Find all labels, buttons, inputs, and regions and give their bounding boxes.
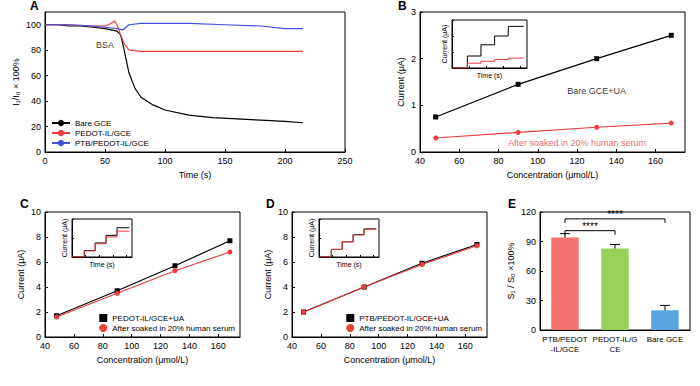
svg-text:0: 0 xyxy=(36,332,41,342)
svg-text:120: 120 xyxy=(153,341,168,351)
svg-text:120: 120 xyxy=(570,156,585,166)
svg-text:PTB/PEDOT: PTB/PEDOT xyxy=(542,335,587,344)
svg-text:-IL/GCE: -IL/GCE xyxy=(551,345,580,354)
svg-text:Time (s): Time (s) xyxy=(336,261,361,269)
svg-text:Current (μA): Current (μA) xyxy=(396,57,406,107)
svg-text:1: 1 xyxy=(411,100,416,110)
svg-text:****: **** xyxy=(607,209,623,220)
svg-text:0: 0 xyxy=(531,325,536,335)
svg-text:0: 0 xyxy=(411,147,416,157)
svg-text:Current (μA): Current (μA) xyxy=(61,219,69,258)
svg-text:100: 100 xyxy=(26,20,41,30)
svg-text:Bare GCE: Bare GCE xyxy=(647,335,683,344)
svg-text:40: 40 xyxy=(287,341,297,351)
svg-text:2: 2 xyxy=(283,307,288,317)
svg-text:Current (μA): Current (μA) xyxy=(308,219,316,258)
svg-text:40: 40 xyxy=(31,96,41,106)
svg-text:100: 100 xyxy=(124,341,139,351)
svg-text:80: 80 xyxy=(345,341,355,351)
svg-text:100: 100 xyxy=(157,156,172,166)
svg-text:4: 4 xyxy=(36,282,41,292)
svg-text:Concentration (μmol/L): Concentration (μmol/L) xyxy=(97,355,189,365)
svg-text:140: 140 xyxy=(609,156,624,166)
svg-text:PEDOT-IL/GCE: PEDOT-IL/GCE xyxy=(75,129,131,138)
svg-text:Bare GCE+UA: Bare GCE+UA xyxy=(567,86,626,96)
svg-text:80: 80 xyxy=(494,156,504,166)
svg-text:After soaked in 20% human seru: After soaked in 20% human serum xyxy=(112,324,235,333)
svg-text:120: 120 xyxy=(521,207,536,217)
svg-text:D: D xyxy=(266,197,275,211)
svg-text:3: 3 xyxy=(411,7,416,17)
svg-text:Current (μA): Current (μA) xyxy=(441,25,449,64)
svg-text:Concentration (μmol/L): Concentration (μmol/L) xyxy=(507,170,599,180)
svg-text:30: 30 xyxy=(526,296,536,306)
svg-text:C: C xyxy=(20,197,29,211)
svg-text:PEDOT-IL/GCE+UA: PEDOT-IL/GCE+UA xyxy=(112,314,184,323)
svg-text:A: A xyxy=(30,0,39,13)
svg-text:Current (μA): Current (μA) xyxy=(16,250,26,300)
svg-text:200: 200 xyxy=(277,156,292,166)
svg-text:160: 160 xyxy=(648,156,663,166)
svg-text:100: 100 xyxy=(530,156,545,166)
svg-text:140: 140 xyxy=(182,341,197,351)
svg-text:250: 250 xyxy=(337,156,352,166)
svg-text:140: 140 xyxy=(429,341,444,351)
svg-text:60: 60 xyxy=(69,341,79,351)
svg-text:PTB/PEDOT-IL/GCE+UA: PTB/PEDOT-IL/GCE+UA xyxy=(359,314,449,323)
svg-text:150: 150 xyxy=(217,156,232,166)
svg-text:80: 80 xyxy=(98,341,108,351)
svg-text:E: E xyxy=(508,197,516,211)
svg-text:Concentration (μmol/L): Concentration (μmol/L) xyxy=(344,355,436,365)
svg-text:Bare GCE: Bare GCE xyxy=(75,119,111,128)
svg-text:100: 100 xyxy=(371,341,386,351)
svg-text:Time (s): Time (s) xyxy=(89,261,114,269)
svg-text:After soaked in 20% human seru: After soaked in 20% human serum xyxy=(508,138,646,148)
svg-text:I₁/I₀ × 100%: I₁/I₀ × 100% xyxy=(11,58,21,106)
svg-text:80: 80 xyxy=(31,45,41,55)
svg-text:90: 90 xyxy=(526,237,536,247)
svg-text:20: 20 xyxy=(31,122,41,132)
svg-text:0: 0 xyxy=(36,147,41,157)
svg-text:BSA: BSA xyxy=(96,40,114,50)
svg-text:B: B xyxy=(398,0,407,13)
svg-text:60: 60 xyxy=(526,266,536,276)
svg-text:Current (μA): Current (μA) xyxy=(263,250,273,300)
svg-text:4: 4 xyxy=(283,282,288,292)
svg-text:120: 120 xyxy=(400,341,415,351)
svg-text:0: 0 xyxy=(42,156,47,166)
svg-text:2: 2 xyxy=(411,54,416,64)
svg-text:****: **** xyxy=(582,221,598,232)
svg-text:60: 60 xyxy=(454,156,464,166)
svg-text:PTB/PEDOT-IL/GCE: PTB/PEDOT-IL/GCE xyxy=(75,139,149,148)
svg-text:CE: CE xyxy=(609,345,620,354)
svg-text:8: 8 xyxy=(283,232,288,242)
svg-text:160: 160 xyxy=(458,341,473,351)
svg-text:Time (s): Time (s) xyxy=(179,170,212,180)
svg-text:60: 60 xyxy=(31,71,41,81)
svg-text:After soaked in 20% human seru: After soaked in 20% human serum xyxy=(359,324,482,333)
svg-text:PEDOT-IL/G: PEDOT-IL/G xyxy=(593,335,638,344)
svg-text:10: 10 xyxy=(31,207,41,217)
svg-text:8: 8 xyxy=(36,232,41,242)
svg-text:40: 40 xyxy=(40,341,50,351)
svg-text:6: 6 xyxy=(283,257,288,267)
svg-text:40: 40 xyxy=(415,156,425,166)
svg-text:2: 2 xyxy=(36,307,41,317)
svg-text:160: 160 xyxy=(211,341,226,351)
svg-text:Time (s): Time (s) xyxy=(477,72,502,80)
svg-text:0: 0 xyxy=(283,332,288,342)
svg-text:60: 60 xyxy=(316,341,326,351)
svg-text:S₁ / S₀ ×100%: S₁ / S₀ ×100% xyxy=(506,242,516,299)
svg-text:10: 10 xyxy=(278,207,288,217)
svg-text:50: 50 xyxy=(100,156,110,166)
svg-text:6: 6 xyxy=(36,257,41,267)
